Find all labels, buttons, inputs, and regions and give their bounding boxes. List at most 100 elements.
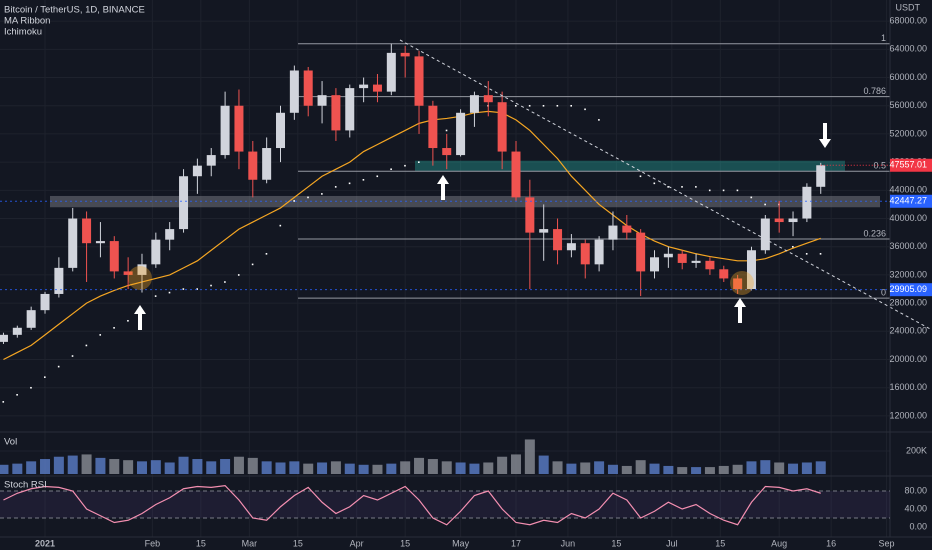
ichimoku-dot: [334, 186, 337, 188]
x-tick-label: Apr: [350, 538, 364, 548]
candle-body: [746, 250, 756, 290]
volume-bar: [621, 465, 632, 474]
highlight-circle: [730, 271, 754, 295]
candle-body: [165, 229, 175, 240]
candle-body: [663, 253, 673, 258]
volume-bar: [635, 460, 646, 474]
ichimoku-dot: [307, 196, 309, 199]
volume-bar: [718, 465, 729, 474]
volume-bar: [552, 461, 563, 474]
y-tick-label: 52000.00: [889, 128, 927, 138]
candle-body: [151, 239, 161, 265]
ichimoku-dot: [57, 365, 60, 368]
volume-bar: [344, 463, 355, 474]
ichimoku-dot: [722, 189, 725, 192]
candle-body: [220, 105, 230, 156]
ichimoku-dot: [30, 386, 32, 389]
ichimoku-dot: [528, 104, 531, 107]
fib-label: 0.236: [863, 228, 886, 238]
indicator-label: MA Ribbon: [4, 16, 50, 27]
candle-body: [774, 218, 784, 223]
ichimoku-dot: [154, 295, 157, 297]
x-tick-label: 2021: [35, 538, 55, 548]
volume-bar: [109, 459, 120, 474]
candle-body: [483, 95, 493, 103]
candle-body: [192, 165, 202, 177]
candle-body: [580, 243, 590, 265]
x-tick-label: Sep: [879, 538, 895, 548]
candle-body: [636, 232, 646, 272]
fib-label: 0.5: [873, 161, 886, 171]
candle-body: [303, 70, 313, 106]
volume-bar: [67, 455, 78, 474]
candle-body: [109, 241, 119, 272]
candle-body: [622, 225, 632, 233]
volume-bar: [801, 462, 812, 474]
arrow-up: [437, 175, 449, 200]
candle-body: [82, 218, 92, 244]
x-tick-label: 17: [511, 538, 521, 548]
y-tick-label: 80.00: [904, 485, 927, 495]
candle-body: [525, 197, 535, 233]
x-tick-label: 15: [400, 538, 410, 548]
x-tick-label: 16: [826, 538, 836, 548]
volume-bar: [441, 461, 452, 474]
volume-bar: [815, 461, 826, 474]
volume-bar: [150, 460, 161, 474]
candle-body: [539, 229, 549, 233]
volume-bar: [427, 459, 438, 474]
volume-bar: [123, 460, 134, 474]
volume-bar: [206, 461, 217, 474]
y-tick-label: 44000.00: [889, 185, 927, 195]
ichimoku-dot: [348, 182, 351, 185]
candle-body: [137, 264, 147, 275]
ichimoku-dot: [127, 319, 129, 322]
fib-label: 0.786: [863, 86, 886, 96]
candle-body: [469, 95, 479, 113]
x-tick-label: Mar: [242, 538, 258, 548]
y-tick-label: 68000.00: [889, 16, 927, 26]
y-tick-label: 64000.00: [889, 44, 927, 54]
volume-bar: [566, 463, 577, 474]
pane-title: Vol: [4, 437, 17, 448]
candle-body: [331, 95, 341, 131]
volume-bar: [192, 459, 203, 474]
candle-body: [608, 225, 618, 240]
ichimoku-dot: [251, 263, 254, 266]
candle-body: [511, 151, 521, 198]
ichimoku-dot: [85, 344, 88, 347]
candle-body: [428, 105, 438, 149]
ichimoku-dot: [376, 175, 379, 178]
price-tag: [890, 158, 932, 172]
volume-bar: [136, 461, 147, 474]
volume-bar: [414, 457, 425, 474]
volume-bar: [732, 464, 743, 474]
ichimoku-dot: [750, 196, 753, 199]
ichimoku-dot: [736, 189, 739, 192]
y-tick-label: 12000.00: [889, 410, 927, 420]
candle-body: [760, 218, 770, 251]
volume-bar: [178, 456, 189, 474]
volume-bar: [81, 454, 92, 474]
candle-body: [650, 257, 660, 272]
candle-body: [317, 95, 327, 106]
volume-bar: [524, 439, 535, 474]
price-pane: 1 0.786 0.5 0.236 0: [0, 33, 890, 403]
candle-body: [400, 52, 410, 57]
ichimoku-dot: [653, 182, 656, 185]
volume-bar: [330, 461, 341, 474]
volume-bar: [12, 463, 23, 474]
x-tick-label: 15: [196, 538, 206, 548]
y-tick-label: 56000.00: [889, 100, 927, 110]
price-tag: [890, 283, 932, 297]
candle-body: [691, 260, 701, 263]
volume-bar: [53, 456, 64, 474]
ichimoku-dot: [404, 164, 406, 167]
volume-bar: [497, 456, 508, 474]
ichimoku-dot: [16, 394, 18, 396]
volume-bar: [289, 461, 300, 474]
trend-line: [399, 39, 932, 331]
ichimoku-dot: [584, 108, 586, 111]
volume-bar: [788, 463, 799, 474]
